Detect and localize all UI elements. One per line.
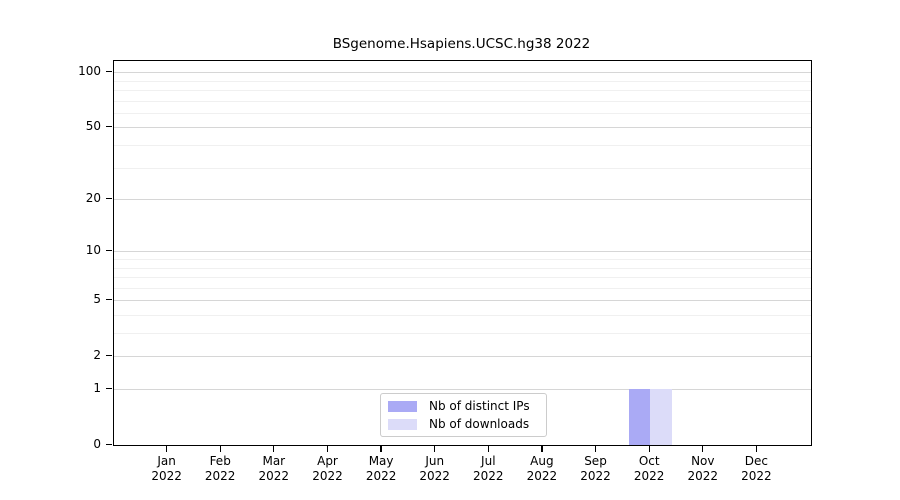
gridline	[114, 199, 811, 201]
gridline	[114, 259, 811, 260]
x-tick-month: Mar	[262, 454, 286, 468]
x-tick-label: Mar 2022	[242, 454, 306, 484]
y-tick-label: 0	[93, 437, 101, 451]
gridline	[114, 267, 811, 269]
x-tick-month: Feb	[209, 454, 231, 468]
x-tick-year: 2022	[687, 469, 719, 483]
gridline	[114, 90, 811, 91]
gridline	[114, 72, 811, 74]
x-tick-mark	[755, 445, 757, 452]
legend-swatch	[388, 418, 417, 430]
x-tick-mark	[702, 445, 704, 452]
x-tick-mark	[219, 445, 221, 452]
legend-label: Nb of downloads	[429, 417, 530, 431]
gridline	[114, 127, 811, 129]
x-tick-label: Apr 2022	[296, 454, 360, 484]
x-tick-mark	[273, 445, 275, 452]
y-tick-mark	[106, 354, 112, 357]
x-tick-label: Aug 2022	[510, 454, 574, 484]
x-tick-label: Sep 2022	[564, 454, 628, 484]
gridlines-layer	[114, 61, 811, 445]
gridline	[114, 333, 811, 334]
y-tick-label: 5	[93, 292, 101, 307]
gridline	[114, 277, 811, 278]
y-tick-label: 50	[85, 119, 101, 134]
x-tick-label: Nov 2022	[671, 454, 735, 484]
x-tick-mark	[594, 445, 597, 452]
x-tick-mark	[541, 445, 543, 452]
legend-item: Nb of downloads	[388, 417, 546, 431]
x-tick-month: Oct	[638, 454, 660, 468]
x-tick-label: Jul 2022	[456, 454, 520, 484]
y-tick-mark	[106, 125, 112, 128]
x-tick-year: 2022	[258, 469, 290, 483]
x-tick-mark	[326, 445, 329, 452]
x-tick-label: Oct 2022	[617, 454, 681, 484]
x-tick-year: 2022	[633, 469, 665, 483]
gridline	[114, 167, 811, 169]
y-tick-mark	[106, 70, 112, 72]
gridline	[114, 300, 811, 302]
x-tick-year: 2022	[419, 469, 450, 483]
x-tick-year: 2022	[473, 469, 504, 483]
x-tick-label: Jan 2022	[135, 454, 199, 484]
x-tick-mark	[434, 445, 436, 452]
y-tick-mark	[106, 249, 112, 252]
chart-title: BSgenome.Hsapiens.UCSC.hg38 2022	[332, 36, 591, 52]
bar-nb-of-downloads	[650, 389, 672, 445]
x-tick-month: Jan	[157, 454, 176, 468]
gridline	[114, 287, 811, 289]
x-tick-month: Aug	[530, 454, 554, 468]
x-tick-mark	[380, 445, 382, 452]
y-tick-label: 1	[93, 381, 101, 395]
plot-area	[113, 60, 812, 446]
gridline	[114, 112, 811, 114]
x-tick-year: 2022	[580, 469, 611, 483]
x-tick-month: Apr	[317, 454, 338, 468]
gridline	[114, 389, 811, 390]
x-tick-year: 2022	[204, 469, 236, 483]
y-tick-mark	[106, 298, 112, 301]
x-tick-year: 2022	[312, 469, 343, 483]
y-tick-mark	[106, 387, 112, 389]
x-tick-month: Sep	[584, 454, 607, 468]
x-tick-mark	[487, 445, 489, 452]
x-tick-month: Nov	[691, 454, 715, 468]
x-tick-mark	[166, 445, 168, 452]
x-tick-label: Jun 2022	[403, 454, 467, 484]
x-tick-year: 2022	[151, 469, 182, 483]
x-tick-month: Jul	[481, 454, 496, 468]
gridline	[114, 356, 811, 358]
x-tick-year: 2022	[741, 469, 772, 483]
y-tick-mark	[106, 197, 112, 199]
gridline	[114, 251, 811, 253]
y-tick-mark	[106, 443, 112, 445]
legend: Nb of distinct IPs Nb of downloads	[380, 393, 547, 437]
x-tick-month: May	[368, 454, 394, 468]
gridline	[114, 145, 811, 146]
bars-layer	[114, 61, 811, 445]
x-tick-month: Dec	[744, 454, 768, 468]
y-tick-label: 10	[85, 243, 101, 258]
legend-swatch	[388, 400, 417, 412]
legend-item: Nb of distinct IPs	[388, 399, 546, 413]
y-tick-label: 20	[85, 191, 101, 206]
x-tick-label: Dec 2022	[724, 454, 788, 484]
legend-label: Nb of distinct IPs	[429, 399, 530, 413]
y-tick-label: 100	[78, 64, 101, 79]
x-tick-month: Jun	[425, 454, 445, 468]
gridline	[114, 315, 811, 316]
gridline	[114, 100, 811, 102]
x-tick-year: 2022	[365, 469, 397, 483]
x-tick-year: 2022	[526, 469, 558, 483]
x-tick-label: Feb 2022	[188, 454, 252, 484]
gridline	[114, 80, 811, 82]
y-tick-label: 2	[93, 348, 101, 363]
x-tick-mark	[648, 445, 650, 452]
x-tick-label: May 2022	[349, 454, 413, 484]
bar-nb-of-distinct-ips	[628, 389, 651, 445]
